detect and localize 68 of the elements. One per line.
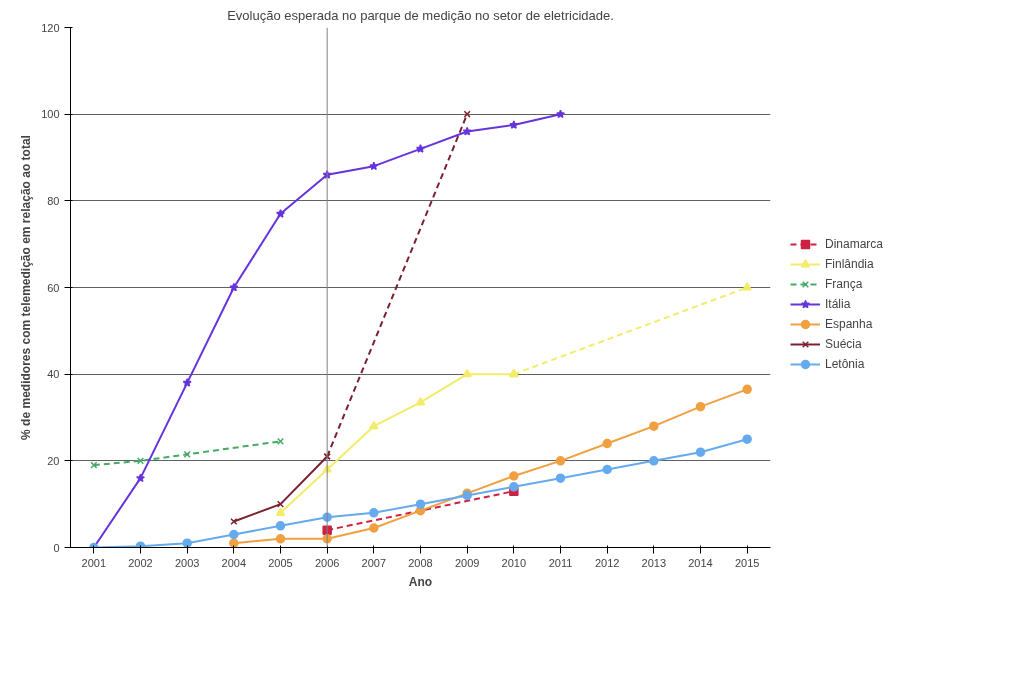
legend-label: França [825,276,863,291]
point [229,538,239,548]
point [275,534,286,544]
x-tick-label: 2013 [641,556,667,569]
point [742,384,752,395]
y-tick-label: 100 [41,108,60,121]
point [415,144,426,153]
point [555,109,566,119]
point [602,438,612,449]
point [275,507,286,516]
point [369,523,379,533]
point [275,209,286,218]
legend-label: Finlândia [825,256,874,271]
y-tick-label: 60 [47,281,60,294]
x-tick-label: 2008 [408,556,433,569]
point [135,473,146,483]
point [369,508,379,518]
legend-label: Dinamarca [825,236,884,251]
point [90,461,98,469]
x-tick-label: 2014 [688,556,713,569]
point [555,473,566,483]
legend-label: Letônia [825,356,865,371]
point [509,482,519,492]
point [509,368,519,378]
point [462,368,472,378]
point [369,420,379,430]
x-tick-label: 2010 [501,556,527,569]
point [229,529,239,540]
x-axis-title: Ano [408,574,433,589]
x-tick-label: 2007 [361,556,387,569]
legend-label: Suécia [825,336,862,351]
point [275,521,286,531]
chart-title: Evolução esperada no parque de medição no setor de eletricidade. [227,7,614,23]
point [742,434,752,444]
legend-label: Espanha [825,316,873,331]
point [602,464,612,475]
x-tick-label: 2009 [454,556,480,569]
point [695,401,706,412]
point [182,378,192,387]
x-tick-label: 2011 [548,556,573,569]
point [462,126,472,136]
x-tick-label: 2005 [268,556,293,569]
point [229,282,239,292]
y-axis-title: % de medidores com telemedição em relação ao total [19,135,34,440]
x-tick-label: 2001 [81,556,107,569]
point [415,396,426,406]
point [509,120,519,129]
point [463,110,471,118]
y-tick-label: 0 [53,541,60,554]
legend-label: Itália [825,296,851,311]
x-tick-label: 2012 [594,556,620,569]
x-tick-label: 2004 [221,556,247,569]
point [509,471,519,481]
y-tick-label: 20 [47,454,60,467]
y-tick-label: 80 [47,194,60,207]
y-tick-label: 40 [47,368,60,381]
x-tick-label: 2003 [174,556,200,569]
point [369,161,379,171]
point [415,499,426,509]
point [182,538,192,548]
point [649,456,659,466]
x-tick-label: 2015 [734,556,760,569]
point [695,447,706,457]
x-tick-label: 2006 [314,556,340,569]
x-tick-label: 2002 [128,556,153,569]
y-tick-label: 120 [41,21,60,34]
point [649,421,659,431]
point [555,456,566,466]
